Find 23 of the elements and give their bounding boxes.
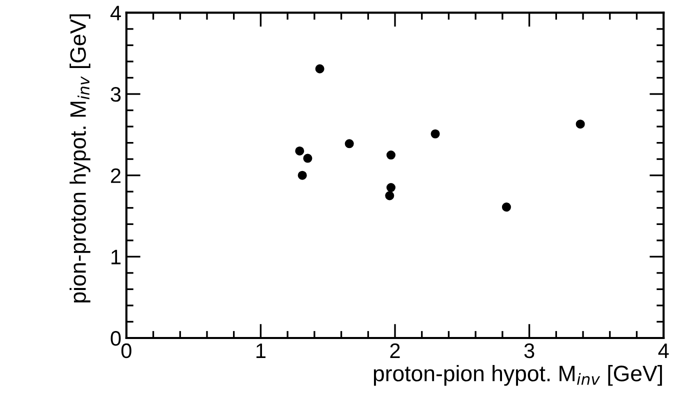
point xyxy=(295,146,304,156)
point xyxy=(344,139,354,148)
x-axis-title: proton-pion hypot. M$_{inv}$ [GeV] xyxy=(374,365,662,386)
point xyxy=(430,129,440,138)
point xyxy=(298,170,307,180)
point xyxy=(385,191,394,200)
x-tick-label: 1 xyxy=(256,344,266,358)
y-tick-label: 0 xyxy=(110,331,121,346)
x-tick-label: 3 xyxy=(524,343,534,358)
x-tick-label: 0 xyxy=(121,343,132,358)
x-tick-label: 4 xyxy=(658,344,669,358)
y-tick-label: 2 xyxy=(111,168,120,183)
point xyxy=(386,183,396,192)
y-tick-label: 4 xyxy=(110,6,121,20)
y-tick-label: 1 xyxy=(112,250,121,264)
y-tick-label: 3 xyxy=(110,87,121,102)
x-tick-label: 2 xyxy=(390,343,400,358)
point xyxy=(303,154,312,163)
y-axis-title: pion-proton hypot. M$_{inv}$ [GeV] xyxy=(70,14,90,302)
point xyxy=(502,202,511,212)
point xyxy=(576,120,585,129)
point xyxy=(386,150,396,160)
point xyxy=(315,64,324,74)
